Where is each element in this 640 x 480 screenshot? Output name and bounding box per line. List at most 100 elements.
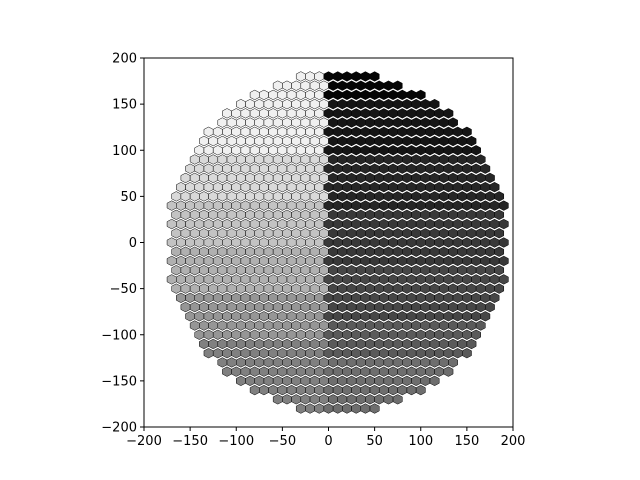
hex-cell (286, 145, 297, 156)
hex-cell (291, 246, 302, 257)
hex-cell (369, 218, 380, 230)
hex-cell (485, 228, 495, 239)
x-tick-label: 200 (501, 434, 526, 449)
hex-cell (319, 98, 329, 110)
hex-cell (346, 135, 357, 147)
hex-cell (208, 172, 219, 184)
hex-cell (259, 108, 269, 119)
hex-cell (434, 145, 445, 156)
hex-cell (425, 292, 435, 303)
hex-cell (457, 228, 468, 239)
hex-cell (378, 200, 389, 211)
hex-cell (425, 255, 435, 267)
hex-cell (342, 255, 352, 267)
hex-cell (494, 191, 505, 202)
hex-cell (406, 255, 417, 267)
hex-cell (485, 265, 495, 276)
hex-cell (342, 89, 352, 101)
hex-cell (388, 384, 398, 396)
hex-cell (286, 89, 297, 101)
hex-cell (429, 375, 440, 387)
hex-cell (434, 218, 445, 230)
hex-cell (355, 246, 366, 257)
hex-cell (240, 274, 251, 285)
hex-cell (323, 384, 334, 396)
hex-cell (448, 320, 458, 331)
hex-cell (378, 292, 389, 303)
hex-cell (309, 283, 320, 294)
hex-cell (328, 209, 338, 220)
hex-cell (259, 366, 269, 377)
hex-cell (397, 311, 408, 322)
hex-cell (489, 237, 500, 248)
hex-cell (397, 108, 408, 119)
hex-cell (259, 126, 269, 137)
hex-cell (429, 172, 440, 184)
hex-cell (475, 228, 486, 239)
hex-cell (314, 200, 325, 211)
hex-cell (212, 145, 223, 156)
hex-cell (443, 311, 454, 322)
hex-cell (406, 163, 417, 174)
hex-cell (438, 283, 449, 294)
hex-cell (249, 311, 260, 322)
hex-cell (489, 200, 500, 211)
hex-cell (471, 329, 481, 340)
hex-cell (332, 182, 343, 193)
hex-cell (245, 228, 255, 239)
hex-cell (346, 246, 357, 257)
hex-cell (217, 154, 228, 165)
hex-cell (277, 108, 288, 119)
hex-cell (208, 265, 219, 276)
hex-cell (346, 98, 357, 110)
hex-cell (462, 292, 472, 303)
hex-cell (305, 384, 315, 396)
hex-cell (282, 117, 292, 128)
hex-cell (365, 209, 375, 220)
hex-cell (295, 403, 306, 414)
hex-cell (208, 154, 219, 165)
hex-cell (314, 218, 325, 230)
hex-cell (374, 375, 385, 387)
hex-cell (295, 108, 306, 119)
hex-cell (346, 283, 357, 294)
hex-cell (300, 265, 311, 276)
hex-cell (388, 311, 398, 322)
hex-cell (342, 108, 352, 119)
hex-cell (249, 126, 260, 137)
hex-cell (249, 145, 260, 156)
hex-cell (332, 255, 343, 267)
hex-cell (480, 218, 491, 230)
hex-cell (346, 301, 357, 313)
hex-cell (392, 228, 403, 239)
hex-cell (429, 283, 440, 294)
hex-cell (383, 135, 394, 147)
hex-cell (217, 246, 228, 257)
hex-cell (406, 329, 417, 340)
hex-cell (254, 320, 265, 331)
hex-cell (305, 126, 315, 137)
hex-cell (277, 292, 288, 303)
hex-cell (295, 366, 306, 377)
hex-cell (411, 154, 421, 165)
hex-cell (420, 172, 431, 184)
hex-cell (406, 311, 417, 322)
hex-cell (443, 218, 454, 230)
hex-cell (337, 375, 348, 387)
hex-cell (420, 209, 431, 220)
hex-cell (471, 163, 481, 174)
hex-cell (245, 283, 255, 294)
hex-cell (185, 182, 195, 193)
hex-cell (452, 126, 463, 137)
hex-cell (272, 98, 283, 110)
hex-cell (286, 348, 297, 359)
hex-cell (365, 191, 375, 202)
hex-cell (328, 375, 338, 387)
hex-cell (231, 292, 242, 303)
hex-cell (263, 246, 274, 257)
hex-cell (425, 200, 435, 211)
hex-cell (300, 98, 311, 110)
hex-cell (314, 89, 325, 101)
hex-cell (346, 154, 357, 165)
hex-cell (388, 108, 398, 119)
